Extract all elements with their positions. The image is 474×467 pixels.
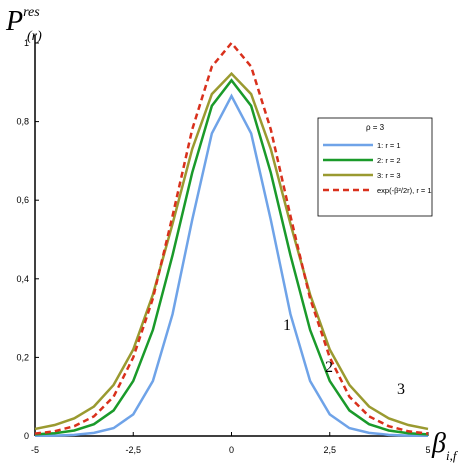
- y-tick-label: 0,8: [16, 117, 29, 127]
- legend-label: 1: r = 1: [377, 141, 401, 150]
- series-line: [34, 71, 429, 431]
- y-tick-label: 1: [24, 38, 29, 48]
- y-tick-label: 0,4: [16, 274, 29, 284]
- x-tick-label: 2,5: [323, 445, 336, 455]
- y-label-sup: res: [23, 5, 40, 20]
- legend-title: ρ = 3: [366, 123, 385, 132]
- x-tick-label: -2,5: [125, 445, 141, 455]
- x-tick-label: 0: [229, 445, 234, 455]
- series-line: [34, 93, 429, 438]
- y-tick-label: 0: [24, 431, 29, 441]
- series-line: [34, 41, 429, 435]
- curve-annotation: 3: [397, 381, 405, 398]
- y-label-main: P: [5, 6, 23, 37]
- legend: ρ = 3 1: r = 1 2: r = 2 3: r = 3 exp(-β²/2r)…: [317, 117, 433, 217]
- series-line: [34, 78, 429, 436]
- legend-label: 3: r = 3: [377, 171, 401, 180]
- x-label-sub: i,f: [446, 448, 459, 463]
- x-tick-label: 5: [425, 445, 430, 455]
- x-label-main: β: [431, 428, 446, 459]
- y-tick-label: 0,2: [16, 352, 29, 362]
- legend-label: 2: r = 2: [377, 156, 401, 165]
- y-tick-label: 0,6: [16, 195, 29, 205]
- x-tick-label: -5: [31, 445, 39, 455]
- x-axis-label: βi,f: [431, 428, 459, 463]
- legend-box: [317, 117, 433, 217]
- curve-annotation: 2: [325, 359, 333, 376]
- legend-label: exp(-β²/2r), r = 1: [377, 186, 432, 195]
- curve-annotation: 1: [283, 317, 291, 334]
